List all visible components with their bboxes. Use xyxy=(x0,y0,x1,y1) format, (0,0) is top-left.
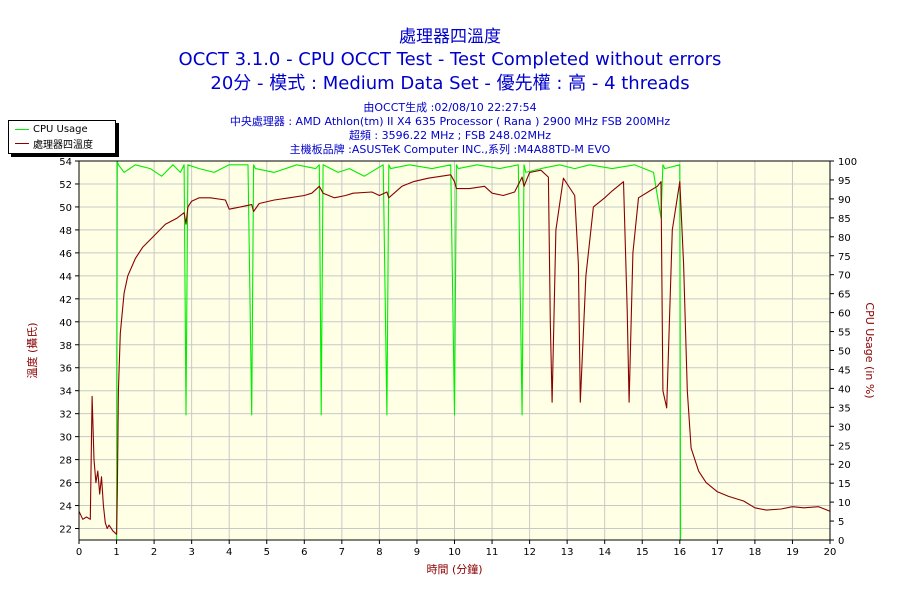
info-generated: 由OCCT生成 :02/08/10 22:27:54 xyxy=(363,101,537,114)
x-tick-label: 10 xyxy=(448,547,461,558)
y-tick-label-left: 40 xyxy=(59,318,72,329)
chart-legend: CPU Usage 處理器四溫度 xyxy=(8,120,116,154)
y-tick-label-left: 26 xyxy=(59,479,72,490)
x-tick-label: 7 xyxy=(339,547,345,558)
y-tick-label-right: 65 xyxy=(838,290,851,301)
y-tick-label-right: 75 xyxy=(838,252,851,263)
y-tick-label-right: 30 xyxy=(838,422,851,433)
y-tick-label-left: 30 xyxy=(59,433,72,444)
y-tick-label-right: 90 xyxy=(838,195,851,206)
legend-swatch-temperature xyxy=(15,143,29,144)
legend-entry-cpu-usage: CPU Usage xyxy=(15,123,88,136)
y-tick-label-right: 100 xyxy=(838,157,857,168)
y-tick-label-right: 5 xyxy=(838,517,844,528)
y-tick-label-right: 0 xyxy=(838,536,844,547)
y-axis-label-left: 溫度 (攝氏) xyxy=(25,322,39,378)
legend-label-cpu-usage: CPU Usage xyxy=(33,124,88,135)
info-overclock: 超頻 : 3596.22 MHz ; FSB 248.02MHz xyxy=(348,129,552,142)
y-tick-label-left: 50 xyxy=(59,203,72,214)
x-tick-label: 2 xyxy=(151,547,157,558)
y-tick-label-right: 15 xyxy=(838,479,851,490)
y-tick-label-right: 40 xyxy=(838,384,851,395)
y-tick-label-left: 34 xyxy=(59,387,72,398)
y-tick-label-right: 25 xyxy=(838,441,851,452)
chart-titles: 處理器四溫度 OCCT 3.1.0 - CPU OCCT Test - Test… xyxy=(0,26,900,96)
y-tick-label-left: 42 xyxy=(59,295,72,306)
series-line-temperature xyxy=(78,169,831,535)
x-tick-label: 5 xyxy=(264,547,270,558)
x-tick-label: 18 xyxy=(749,547,762,558)
y-tick-label-left: 52 xyxy=(59,180,72,191)
y-tick-label-right: 20 xyxy=(838,460,851,471)
x-tick-label: 0 xyxy=(76,547,82,558)
legend-entry-temperature: 處理器四溫度 xyxy=(15,137,93,151)
x-tick-label: 15 xyxy=(636,547,649,558)
info-cpu: 中央處理器 : AMD Athlon(tm) II X4 635 Process… xyxy=(229,115,671,128)
x-tick-label: 9 xyxy=(414,547,420,558)
y-tick-label-right: 10 xyxy=(838,498,851,509)
x-tick-label: 20 xyxy=(824,547,837,558)
y-tick-label-right: 95 xyxy=(838,176,851,187)
y-axis-label-right: CPU Usage (in %) xyxy=(863,302,876,398)
info-motherboard: 主機板品牌 :ASUSTeK Computer INC.,系列 :M4A88TD… xyxy=(289,143,611,156)
y-tick-label-left: 28 xyxy=(59,456,72,467)
chart-title-mode: 20分 - 模式 : Medium Data Set - 優先權 : 高 - 4… xyxy=(210,73,690,94)
y-tick-label-right: 50 xyxy=(838,347,851,358)
x-tick-label: 4 xyxy=(226,547,232,558)
axes: 0 1 2 3 4 5 6 7 8 9 10 11 12 13 14 15 16 17 18 19 2022242628… xyxy=(59,157,857,558)
x-tick-label: 8 xyxy=(376,547,382,558)
y-tick-label-right: 55 xyxy=(838,328,851,339)
y-tick-label-left: 44 xyxy=(59,272,72,283)
y-tick-label-left: 38 xyxy=(59,341,72,352)
legend-label-temperature: 處理器四溫度 xyxy=(33,140,93,151)
y-tick-label-left: 22 xyxy=(59,525,72,536)
x-tick-label: 19 xyxy=(786,547,799,558)
x-axis-label: 時間 (分鐘) xyxy=(426,562,482,576)
chart-title-test: OCCT 3.1.0 - CPU OCCT Test - Test Comple… xyxy=(178,49,722,70)
x-tick-label: 16 xyxy=(673,547,686,558)
y-tick-label-left: 32 xyxy=(59,410,72,421)
y-tick-label-left: 54 xyxy=(59,157,72,168)
y-tick-label-left: 36 xyxy=(59,364,72,375)
y-tick-label-right: 70 xyxy=(838,271,851,282)
y-tick-label-right: 85 xyxy=(838,214,851,225)
x-tick-label: 6 xyxy=(301,547,307,558)
x-tick-label: 11 xyxy=(486,547,499,558)
legend-swatch-cpu-usage xyxy=(15,129,29,130)
x-tick-label: 13 xyxy=(561,547,574,558)
x-tick-label: 17 xyxy=(711,547,724,558)
system-info: 由OCCT生成 :02/08/10 22:27:54 中央處理器 : AMD A… xyxy=(0,101,900,157)
series-line-cpu-usage xyxy=(79,160,830,541)
series-layer xyxy=(78,160,831,541)
y-tick-label-right: 45 xyxy=(838,365,851,376)
x-tick-label: 12 xyxy=(523,547,536,558)
x-tick-label: 14 xyxy=(598,547,611,558)
x-tick-label: 3 xyxy=(188,547,194,558)
y-tick-label-left: 46 xyxy=(59,249,72,260)
y-tick-label-right: 60 xyxy=(838,309,851,320)
y-tick-label-right: 80 xyxy=(838,233,851,244)
y-tick-label-right: 35 xyxy=(838,403,851,414)
y-tick-label-left: 24 xyxy=(59,502,72,513)
chart-title-sensor: 處理器四溫度 xyxy=(399,27,501,47)
x-tick-label: 1 xyxy=(113,547,119,558)
y-tick-label-left: 48 xyxy=(59,226,72,237)
